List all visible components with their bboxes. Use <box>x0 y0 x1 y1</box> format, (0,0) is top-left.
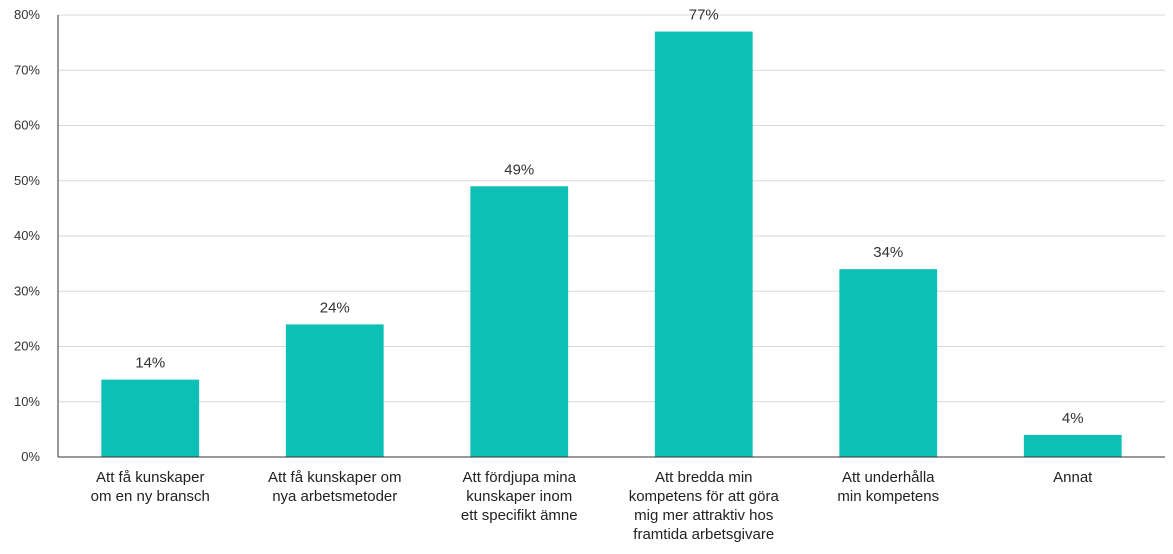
bars <box>101 31 1122 457</box>
bar <box>654 31 753 457</box>
bar <box>470 186 569 457</box>
bar <box>285 324 384 457</box>
x-tick-label-line: Att få kunskaper om <box>268 469 401 486</box>
y-tick-label: 40% <box>14 228 40 243</box>
x-tick-label-line: mig mer attraktiv hos <box>634 507 773 524</box>
x-tick-label-line: kompetens för att göra <box>629 488 780 505</box>
y-tick-label: 20% <box>14 339 40 354</box>
x-tick-label-line: kunskaper inom <box>466 488 572 505</box>
data-label: 24% <box>320 299 350 316</box>
x-tick-label-line: framtida arbetsgivare <box>633 526 774 543</box>
x-tick-label: Att bredda min kompetens för att göra mig … <box>629 469 780 543</box>
y-tick-label: 70% <box>14 62 40 77</box>
y-tick-label: 0% <box>21 449 40 464</box>
data-labels: 14% 24% 49% 77% 34% 4% <box>135 7 1083 427</box>
y-tick-label: 50% <box>14 173 40 188</box>
x-tick-label: Att få kunskaper om en ny bransch <box>91 469 210 505</box>
bar <box>1023 434 1122 457</box>
x-tick-label: Att få kunskaper om nya arbetsmetoder <box>268 469 401 505</box>
data-label: 77% <box>689 7 719 24</box>
x-tick-label-line: ett specifikt ämne <box>461 507 578 524</box>
x-tick-label-line: Att fördjupa mina <box>463 469 577 486</box>
bar <box>839 269 938 457</box>
x-tick-label: Annat <box>1053 469 1093 486</box>
x-tick-label-line: om en ny bransch <box>91 488 210 505</box>
gridlines <box>58 14 1165 403</box>
x-tick-label: Att underhålla min kompetens <box>837 469 939 505</box>
data-label: 49% <box>504 161 534 178</box>
data-label: 4% <box>1062 410 1084 427</box>
data-label: 34% <box>873 244 903 261</box>
x-tick-label-line: Att bredda min <box>655 469 753 486</box>
x-tick-label-line: Att underhålla <box>842 469 935 486</box>
y-axis-ticks: 0% 10% 20% 30% 40% 50% 60% 70% 80% <box>14 7 40 464</box>
bar <box>101 379 200 457</box>
x-tick-label: Att fördjupa mina kunskaper inom ett speci… <box>461 469 578 524</box>
y-tick-label: 10% <box>14 394 40 409</box>
x-tick-label-line: min kompetens <box>837 488 939 505</box>
x-tick-label-line: nya arbetsmetoder <box>272 488 397 505</box>
y-tick-label: 30% <box>14 283 40 298</box>
x-tick-label-line: Att få kunskaper <box>96 469 204 486</box>
data-label: 14% <box>135 355 165 372</box>
x-tick-label-line: Annat <box>1053 469 1093 486</box>
y-tick-label: 60% <box>14 118 40 133</box>
y-tick-label: 80% <box>14 7 40 22</box>
